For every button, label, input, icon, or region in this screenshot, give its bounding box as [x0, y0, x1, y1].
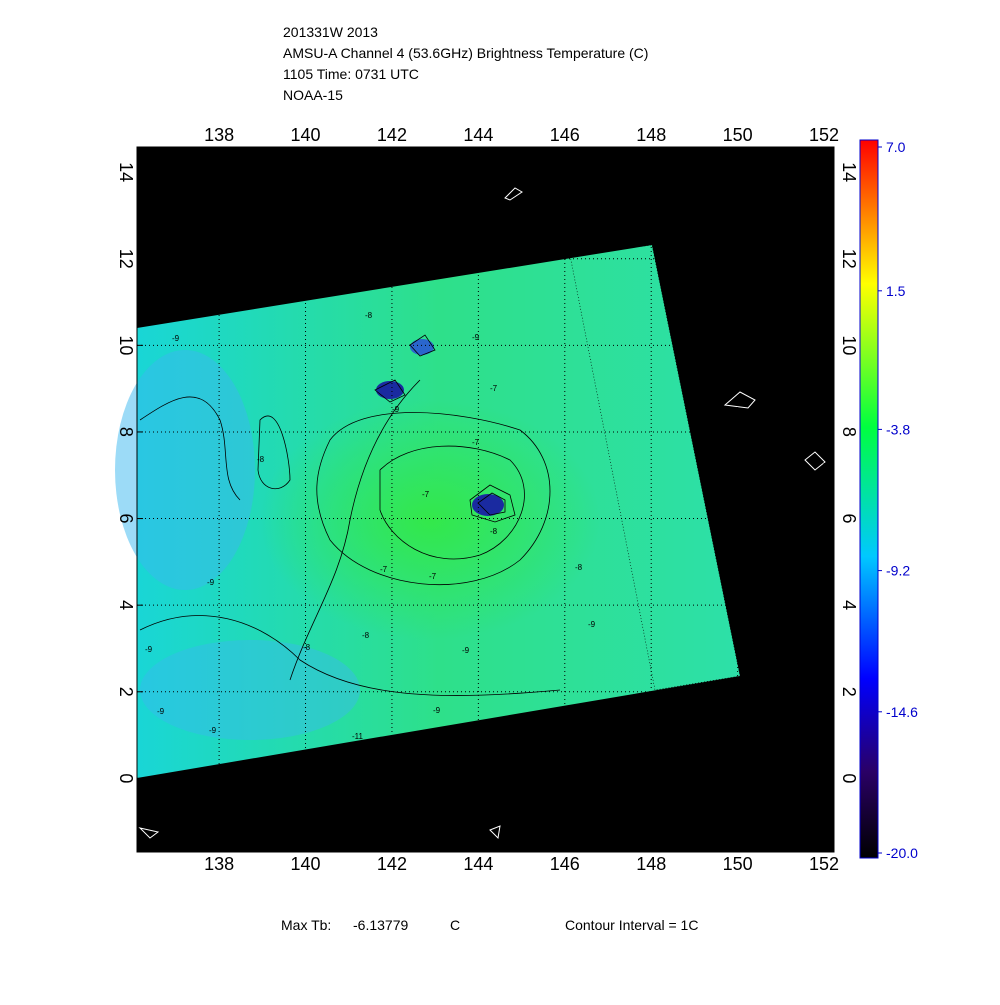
title-line: 201331W 2013: [283, 24, 378, 40]
x-tick-label: 152: [809, 854, 839, 874]
y-tick-label: 6: [839, 514, 859, 524]
y-tick-label: 8: [116, 427, 136, 437]
contour-label: -9: [472, 333, 480, 342]
contour-label: -9: [392, 405, 400, 414]
y-tick-label: 14: [839, 162, 859, 182]
contour-label: -8: [490, 527, 498, 536]
y-tick-label: 10: [116, 335, 136, 355]
footer-value: -6.13779: [353, 917, 408, 933]
x-tick-label: 148: [636, 125, 666, 145]
colorbar-tick-label: -3.8: [886, 421, 910, 437]
contour-label: -9: [462, 646, 470, 655]
colorbar-tick-label: 1.5: [886, 283, 906, 299]
x-tick-label: 146: [550, 854, 580, 874]
y-tick-label: 0: [116, 773, 136, 783]
x-tick-label: 148: [636, 854, 666, 874]
swath: [115, 244, 741, 778]
colorbar: [859, 139, 879, 859]
y-tick-label: 0: [839, 773, 859, 783]
y-tick-label: 2: [839, 687, 859, 697]
x-tick-label: 152: [809, 125, 839, 145]
footer: Max Tb: -6.13779 C Contour Interval = 1C: [281, 917, 698, 933]
x-tick-label: 138: [204, 854, 234, 874]
title-line: 1105 Time: 0731 UTC: [283, 66, 419, 82]
colorbar-tick-label: -20.0: [886, 845, 918, 861]
x-tick-label: 140: [291, 854, 321, 874]
y-tick-label: 8: [839, 427, 859, 437]
x-tick-label: 138: [204, 125, 234, 145]
y-tick-label: 4: [116, 600, 136, 610]
y-tick-label: 12: [839, 249, 859, 269]
contour-label: -7: [490, 384, 498, 393]
x-tick-label: 144: [463, 854, 493, 874]
x-tick-label: 150: [723, 125, 753, 145]
contour-label: -11: [352, 732, 364, 741]
contour-label: -9: [207, 578, 215, 587]
footer-interval: Contour Interval = 1C: [565, 917, 698, 933]
contour-label: -9: [588, 620, 596, 629]
title-block: 201331W 2013 AMSU-A Channel 4 (53.6GHz) …: [283, 24, 648, 103]
x-tick-label: 142: [377, 125, 407, 145]
grid: [137, 147, 834, 852]
contour-label: -7: [429, 572, 437, 581]
contour-label: -7: [472, 438, 480, 447]
coastlines: [138, 187, 826, 840]
contour-label: -9: [172, 334, 180, 343]
y-tick-label: 12: [116, 249, 136, 269]
contour-label: -9: [145, 645, 153, 654]
contour-label: -8: [365, 311, 373, 320]
y-tick-label: 4: [839, 600, 859, 610]
contour-label: -8: [303, 643, 311, 652]
y-tick-label: 10: [839, 335, 859, 355]
x-tick-label: 150: [723, 854, 753, 874]
title-line: NOAA-15: [283, 87, 343, 103]
y-tick-label: 6: [116, 514, 136, 524]
contour-labels: -9 -8 -9 -9 -8 -7 -7 -7 -7 -7 -8 -9 -9 -…: [145, 311, 596, 741]
contour-label: -9: [157, 707, 165, 716]
title-line: AMSU-A Channel 4 (53.6GHz) Brightness Te…: [283, 45, 648, 61]
contour-label: -9: [433, 706, 441, 715]
plot-frame: [136, 146, 835, 853]
y-tick-label: 2: [116, 687, 136, 697]
contour-label: -7: [380, 565, 388, 574]
y-tick-label: 14: [116, 162, 136, 182]
x-tick-label: 144: [463, 125, 493, 145]
contour-label: -9: [209, 726, 217, 735]
colorbar-tick-label: -14.6: [886, 704, 918, 720]
contour-label: -8: [362, 631, 370, 640]
footer-label: Max Tb:: [281, 917, 331, 933]
contour-label: -7: [422, 490, 430, 499]
x-tick-label: 140: [291, 125, 321, 145]
x-tick-label: 142: [377, 854, 407, 874]
colorbar-tick-label: 7.0: [886, 139, 906, 155]
contour-label: -8: [257, 455, 265, 464]
contour-label: -8: [575, 563, 583, 572]
colorbar-tick-label: -9.2: [886, 563, 910, 579]
x-tick-label: 146: [550, 125, 580, 145]
footer-unit: C: [450, 917, 460, 933]
